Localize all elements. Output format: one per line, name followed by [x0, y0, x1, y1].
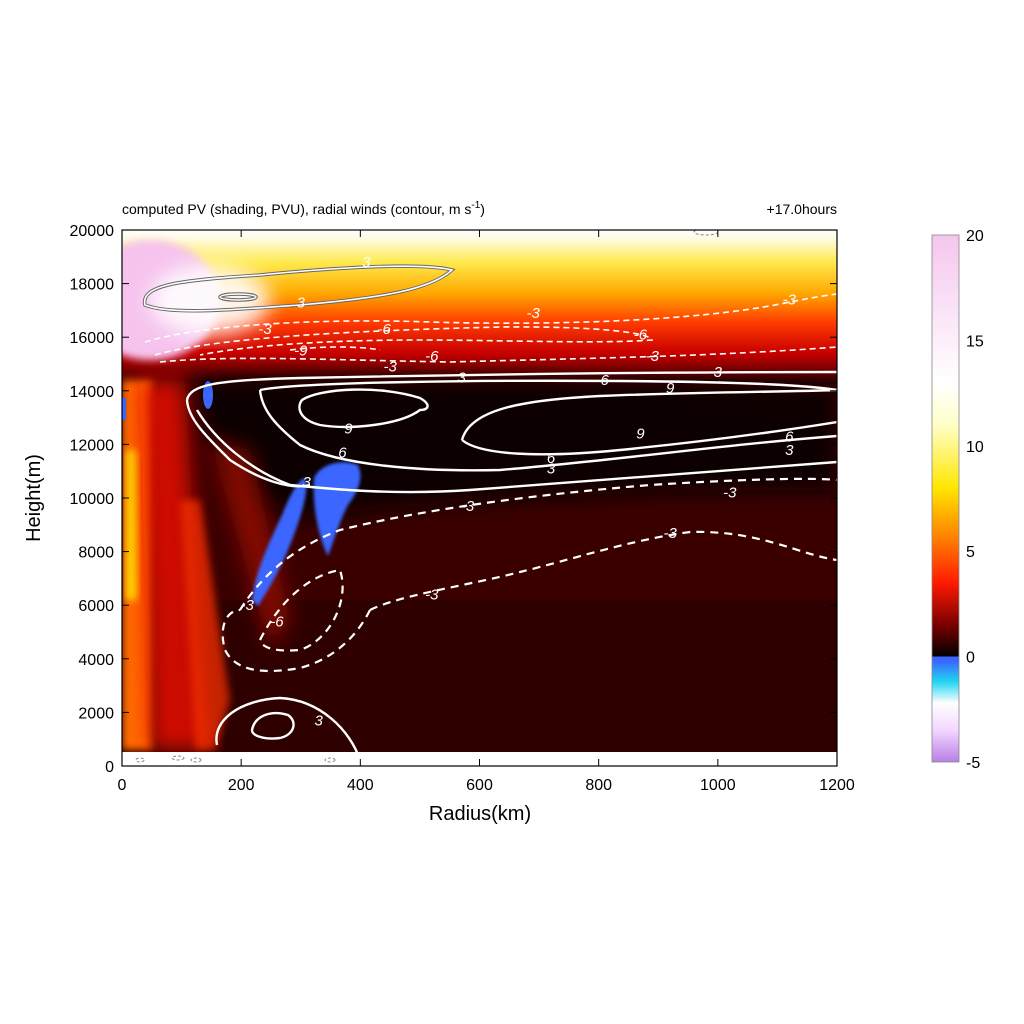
- x-tick-label: 600: [466, 777, 493, 794]
- contour-label: 6: [785, 428, 794, 445]
- contour-label: 3: [297, 294, 306, 311]
- y-tick-label: 0: [105, 759, 114, 776]
- contour-label: 3: [785, 442, 794, 459]
- y-tick-label: 4000: [78, 652, 114, 669]
- y-tick-label: 12000: [70, 437, 115, 454]
- y-tick-label: 20000: [70, 223, 115, 240]
- contour-label: -3: [258, 321, 272, 338]
- contour-label: -3: [646, 348, 660, 365]
- x-axis: 0 200 400 600 800 1000 1200: [118, 230, 855, 794]
- x-axis-label: Radius(km): [429, 803, 531, 825]
- contour-label: -6: [377, 321, 391, 338]
- y-tick-label: 16000: [70, 330, 115, 347]
- colorbar-tick-label: 5: [966, 544, 975, 561]
- x-tick-label: 400: [347, 777, 374, 794]
- contour-label: -3: [240, 597, 254, 614]
- contour-label: 3: [547, 461, 556, 478]
- chart-title: computed PV (shading, PVU), radial winds…: [122, 200, 485, 217]
- colorbar-tick-label: 10: [966, 439, 984, 456]
- x-tick-label: 200: [228, 777, 255, 794]
- contour-label: -3: [526, 305, 540, 322]
- contour-label: 3: [303, 474, 312, 491]
- colorbar-tick-label: -5: [966, 755, 980, 772]
- x-tick-label: 1000: [700, 777, 736, 794]
- colorbar-tick-label: 0: [966, 650, 975, 667]
- x-tick-label: 0: [118, 777, 127, 794]
- contour-label: 3: [362, 254, 371, 271]
- colorbar-tick-label: 15: [966, 333, 984, 350]
- y-tick-label: 8000: [78, 545, 114, 562]
- colorbar-tick-label: 20: [966, 228, 984, 245]
- contour-label: 9: [666, 380, 675, 397]
- colorbar: -5 0 5 10 15 20: [931, 228, 984, 772]
- y-tick-label: 2000: [78, 705, 114, 722]
- contour-label: -3: [461, 498, 475, 515]
- colorbar-ticks: -5 0 5 10 15 20: [966, 228, 984, 772]
- x-tick-label: 800: [585, 777, 612, 794]
- contour-label: 6: [547, 450, 556, 467]
- contour-label: -9: [294, 343, 308, 360]
- contour-label: 6: [338, 444, 347, 461]
- y-axis: 0 2000 4000 6000 8000 10000 12000 14000 16000 180…: [70, 223, 837, 776]
- contour-label: -3: [663, 525, 677, 542]
- contour-label: 6: [600, 372, 609, 389]
- x-tick-label: 1200: [819, 777, 855, 794]
- contour-label: -3: [783, 292, 797, 309]
- contour-label: 9: [636, 426, 645, 443]
- colorbar-gradient: [931, 234, 960, 763]
- y-tick-label: 6000: [78, 598, 114, 615]
- wind-contours: [135, 230, 837, 763]
- y-axis-label: Height(m): [23, 454, 45, 542]
- contour-label: -3: [383, 359, 397, 376]
- contour-labels: 33-3 -6-3-3-9-3-6-6-33 6 939 9 636 633-3-3-3-3…: [240, 254, 796, 729]
- contour-label: -6: [425, 348, 439, 365]
- contour-label: 3: [714, 364, 723, 381]
- contour-label: 3: [457, 369, 466, 386]
- contour-label: 9: [344, 420, 353, 437]
- contour-label: -6: [270, 613, 284, 630]
- y-tick-label: 14000: [70, 384, 115, 401]
- contour-label: 3: [314, 712, 323, 729]
- y-tick-label: 18000: [70, 277, 115, 294]
- y-tick-label: 10000: [70, 491, 115, 508]
- contour-label: -6: [634, 327, 648, 344]
- contour-label: -3: [723, 485, 737, 502]
- contour-label: -3: [425, 586, 439, 603]
- forecast-time-label: +17.0hours: [767, 201, 837, 217]
